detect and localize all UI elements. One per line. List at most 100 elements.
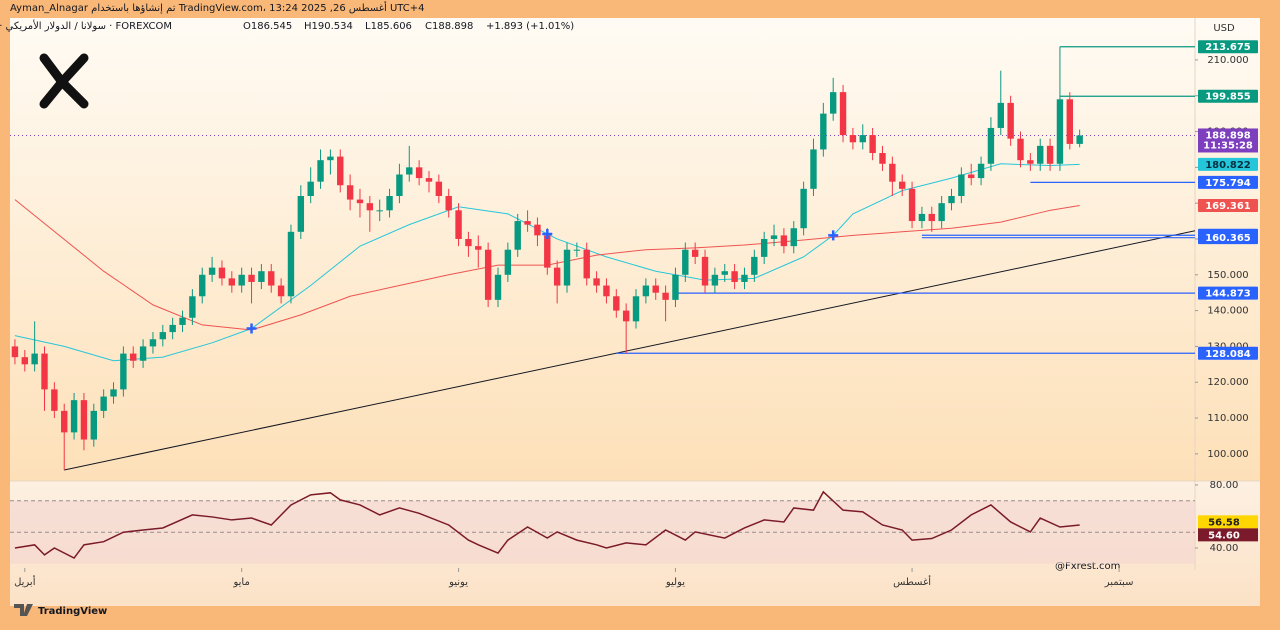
candle-body bbox=[70, 400, 78, 433]
candle-body bbox=[100, 396, 107, 411]
candle-body bbox=[524, 221, 531, 225]
candle-body bbox=[770, 235, 778, 239]
ohlc-open: O186.545 bbox=[243, 21, 292, 32]
candle-body bbox=[475, 246, 482, 250]
candle-body bbox=[1046, 145, 1054, 164]
candle-body bbox=[662, 292, 669, 300]
candle-body bbox=[130, 353, 137, 361]
candle-body bbox=[751, 256, 758, 275]
candle-body bbox=[553, 267, 561, 286]
candle-body bbox=[613, 296, 620, 311]
candle-body bbox=[21, 357, 28, 365]
candle-body bbox=[741, 274, 748, 282]
candle-body bbox=[938, 203, 945, 222]
candle-body bbox=[889, 163, 896, 182]
change: +1.893 (+1.01%) bbox=[486, 21, 574, 32]
candle-body bbox=[179, 317, 186, 325]
candle-body bbox=[228, 278, 236, 286]
candle-body bbox=[238, 274, 245, 286]
candle-body bbox=[366, 203, 374, 211]
last-price-bg bbox=[1198, 128, 1258, 153]
ohlc-close: C188.898 bbox=[425, 21, 473, 32]
candle-body bbox=[918, 213, 926, 222]
candle-body bbox=[632, 296, 640, 322]
candle-body bbox=[415, 167, 423, 179]
candle-body bbox=[622, 310, 630, 322]
moving-average bbox=[14, 199, 1080, 331]
rsi-line bbox=[14, 490, 1080, 560]
candle-body bbox=[445, 195, 452, 211]
brand-icon bbox=[14, 604, 33, 616]
rsi-value-bg bbox=[1198, 528, 1258, 542]
candle-body bbox=[317, 160, 324, 182]
level-label: 199.855 bbox=[1205, 92, 1251, 103]
legend-line: سولانا / الدولار الأمريكي · 1يوم · FOREX… bbox=[0, 19, 574, 32]
candle-body bbox=[406, 167, 413, 175]
x-tick-label: مايو bbox=[232, 577, 249, 588]
candle-body bbox=[731, 271, 738, 282]
candle-body bbox=[711, 274, 719, 286]
x-tick-label: يونيو bbox=[448, 577, 468, 588]
candle-body bbox=[760, 238, 768, 257]
candle-body bbox=[1066, 99, 1073, 144]
candle-body bbox=[31, 353, 38, 365]
candle-body bbox=[327, 156, 334, 161]
level-label-bg bbox=[1198, 175, 1258, 189]
candle-body bbox=[514, 221, 521, 250]
candle-body bbox=[1007, 102, 1014, 139]
candle-body bbox=[642, 285, 650, 297]
level-label: 175.794 bbox=[1205, 178, 1251, 189]
logo-stroke bbox=[55, 53, 89, 109]
candle-body bbox=[149, 339, 157, 347]
candle-body bbox=[504, 249, 512, 275]
candle-body bbox=[593, 278, 600, 286]
rsi-value-label: 54.60 bbox=[1208, 530, 1240, 541]
cross-marker bbox=[542, 228, 553, 239]
candle-body bbox=[337, 156, 344, 186]
candle-body bbox=[307, 181, 314, 196]
candle-body bbox=[297, 195, 305, 232]
candle-body bbox=[573, 249, 581, 251]
candle-body bbox=[544, 235, 551, 268]
candle-body bbox=[682, 249, 689, 275]
candle-body bbox=[376, 210, 383, 212]
x-tick-label: أغسطس bbox=[893, 575, 931, 588]
rsi-signal-bg bbox=[1198, 515, 1258, 529]
candle-body bbox=[139, 346, 147, 361]
candle-body bbox=[268, 271, 275, 286]
candle-body bbox=[810, 149, 817, 189]
x-tick-label: يوليو bbox=[665, 577, 685, 588]
candle-body bbox=[248, 274, 255, 282]
ohlc-high: H190.534 bbox=[304, 21, 353, 32]
y-tick-label: 120.000 bbox=[1207, 377, 1248, 388]
candle-body bbox=[790, 228, 797, 247]
candle-body bbox=[534, 224, 541, 236]
candle-body bbox=[484, 249, 492, 300]
candle-body bbox=[110, 389, 117, 397]
candle-body bbox=[90, 410, 97, 440]
y-tick-label: 100.000 bbox=[1207, 449, 1248, 460]
candle-body bbox=[721, 271, 728, 275]
ma-label-bg bbox=[1198, 157, 1258, 171]
x-tick-label: سبتمبر bbox=[1104, 577, 1134, 588]
ma-label: 180.822 bbox=[1205, 160, 1251, 171]
symbol: سولانا / الدولار الأمريكي · 1يوم · FOREX… bbox=[0, 19, 172, 32]
candle-body bbox=[800, 188, 807, 229]
level-label: 213.675 bbox=[1205, 42, 1251, 53]
last-price-label: 188.898 bbox=[1205, 130, 1251, 141]
candle-body bbox=[435, 181, 443, 196]
brand: TradingView bbox=[14, 604, 107, 617]
candle-body bbox=[958, 174, 965, 196]
level-label-bg bbox=[1198, 346, 1258, 360]
candle-body bbox=[820, 113, 827, 150]
candle-body bbox=[997, 102, 1004, 128]
candle-body bbox=[189, 296, 196, 318]
candle-body bbox=[603, 285, 610, 297]
candle-body bbox=[987, 127, 995, 164]
candle-body bbox=[425, 178, 433, 182]
candle-body bbox=[691, 249, 699, 257]
candle-body bbox=[839, 92, 847, 136]
y-tick-label: 210.000 bbox=[1207, 55, 1248, 66]
candle-body bbox=[1037, 145, 1044, 164]
y-tick-label: 140.000 bbox=[1207, 306, 1248, 317]
